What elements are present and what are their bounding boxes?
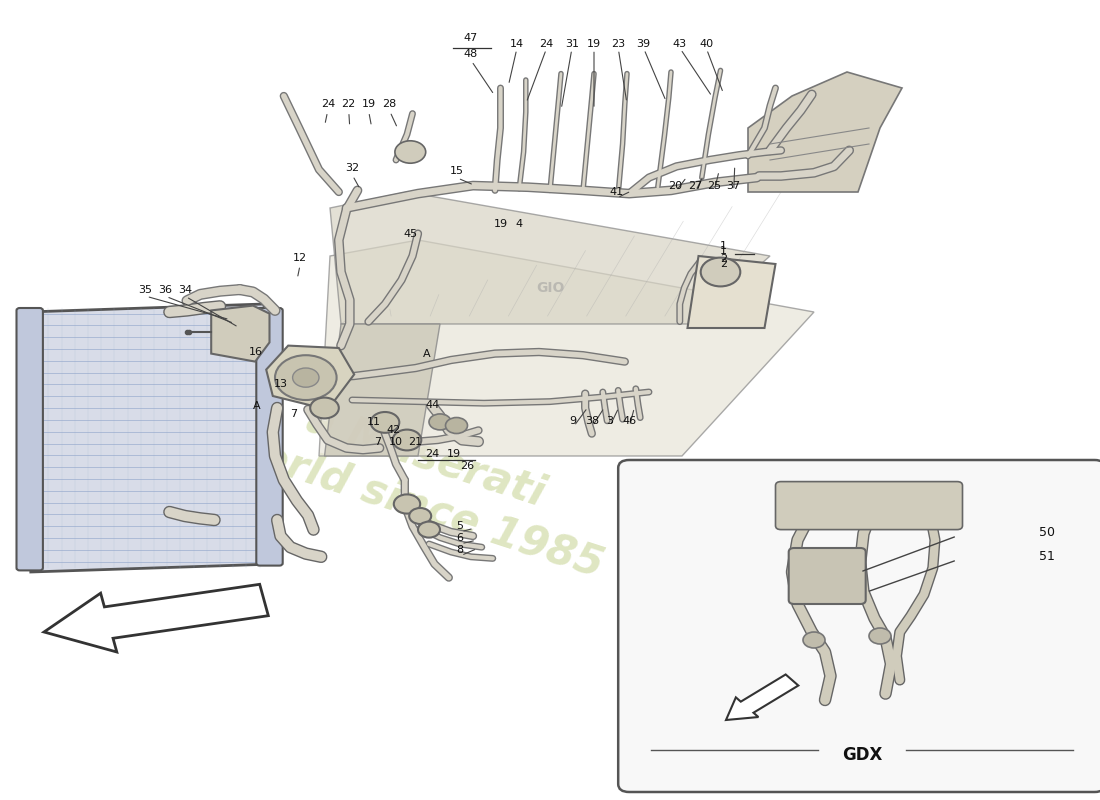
- Circle shape: [803, 632, 825, 648]
- Text: 2: 2: [720, 254, 727, 264]
- Polygon shape: [324, 324, 440, 456]
- Text: 48: 48: [464, 50, 477, 59]
- Text: 16: 16: [250, 347, 263, 357]
- Circle shape: [394, 494, 420, 514]
- Text: 32: 32: [345, 163, 359, 173]
- Circle shape: [393, 430, 421, 450]
- Text: 44: 44: [426, 400, 439, 410]
- Text: 37: 37: [727, 181, 740, 190]
- Text: 19: 19: [362, 99, 375, 109]
- Text: 19: 19: [448, 450, 461, 459]
- Circle shape: [446, 418, 468, 434]
- Circle shape: [418, 522, 440, 538]
- Text: 43: 43: [673, 39, 686, 49]
- Text: 24: 24: [426, 450, 439, 459]
- Polygon shape: [330, 192, 770, 324]
- Circle shape: [275, 355, 337, 400]
- Text: 2: 2: [720, 259, 727, 269]
- Text: 31: 31: [565, 39, 579, 49]
- Text: 1: 1: [720, 246, 727, 256]
- Text: 19: 19: [587, 39, 601, 49]
- Text: 8: 8: [456, 545, 463, 554]
- Text: 20: 20: [669, 181, 682, 190]
- FancyBboxPatch shape: [618, 460, 1100, 792]
- Circle shape: [409, 508, 431, 524]
- Circle shape: [869, 628, 891, 644]
- FancyArrow shape: [726, 674, 799, 720]
- Circle shape: [429, 414, 451, 430]
- Text: 14: 14: [510, 39, 524, 49]
- Text: GIO: GIO: [536, 281, 564, 295]
- Text: 36: 36: [158, 285, 172, 294]
- Text: 26: 26: [461, 461, 474, 470]
- Text: 23: 23: [612, 39, 625, 49]
- Text: 50: 50: [1040, 526, 1055, 538]
- Text: 42: 42: [387, 426, 400, 435]
- Text: 47: 47: [464, 34, 477, 43]
- Text: 28: 28: [383, 99, 396, 109]
- FancyBboxPatch shape: [789, 548, 866, 604]
- Text: 4: 4: [516, 219, 522, 229]
- Polygon shape: [319, 240, 814, 456]
- Text: 11: 11: [367, 418, 381, 427]
- Text: a Maserati
World since 1985: a Maserati World since 1985: [212, 374, 624, 586]
- Text: 7: 7: [374, 438, 381, 447]
- FancyBboxPatch shape: [256, 308, 283, 566]
- Text: 21: 21: [408, 438, 421, 447]
- Text: 24: 24: [321, 99, 334, 109]
- FancyBboxPatch shape: [776, 482, 962, 530]
- Text: 34: 34: [178, 285, 191, 294]
- Text: 1: 1: [720, 242, 727, 251]
- Text: 46: 46: [623, 416, 636, 426]
- Text: 6: 6: [456, 533, 463, 542]
- Text: 39: 39: [637, 39, 650, 49]
- Text: 38: 38: [585, 416, 598, 426]
- Text: GDX: GDX: [842, 746, 882, 764]
- Text: 27: 27: [689, 181, 702, 190]
- Text: 9: 9: [570, 416, 576, 426]
- Text: 13: 13: [274, 379, 287, 389]
- Text: 10: 10: [389, 438, 403, 447]
- Polygon shape: [28, 304, 275, 572]
- Text: 15: 15: [450, 166, 463, 176]
- Polygon shape: [748, 72, 902, 192]
- Text: 5: 5: [456, 521, 463, 530]
- Polygon shape: [266, 346, 354, 410]
- FancyBboxPatch shape: [16, 308, 43, 570]
- Text: 19: 19: [494, 219, 507, 229]
- Text: 24: 24: [540, 39, 553, 49]
- Circle shape: [310, 398, 339, 418]
- Text: 35: 35: [139, 285, 152, 294]
- Circle shape: [371, 412, 399, 433]
- Text: A: A: [253, 402, 260, 411]
- Text: A: A: [424, 349, 430, 358]
- Text: 40: 40: [700, 39, 713, 49]
- Text: 25: 25: [707, 181, 721, 190]
- Text: 3: 3: [606, 416, 613, 426]
- Text: 41: 41: [609, 187, 623, 197]
- Polygon shape: [211, 306, 270, 362]
- FancyArrow shape: [44, 584, 268, 652]
- Circle shape: [395, 141, 426, 163]
- Text: 7: 7: [290, 410, 297, 419]
- Circle shape: [701, 258, 740, 286]
- Text: 22: 22: [342, 99, 355, 109]
- Text: 51: 51: [1040, 550, 1055, 562]
- Circle shape: [293, 368, 319, 387]
- Text: 12: 12: [294, 253, 307, 262]
- Text: 45: 45: [404, 229, 417, 238]
- Polygon shape: [688, 256, 776, 328]
